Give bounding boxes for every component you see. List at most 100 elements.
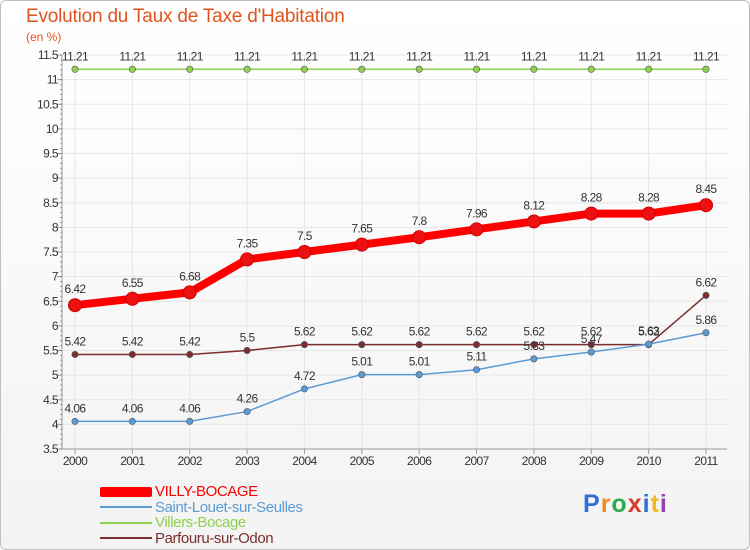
data-label: 11.21 (349, 49, 376, 63)
series (68, 198, 713, 313)
legend-swatch (100, 506, 152, 509)
data-point (358, 65, 366, 73)
data-point (125, 291, 140, 306)
data-label: 5.47 (581, 332, 603, 346)
data-point (243, 408, 251, 416)
data-label: 11.21 (521, 49, 548, 63)
data-point (182, 285, 197, 300)
data-point (645, 65, 653, 73)
data-point (300, 341, 308, 349)
data-point (300, 385, 308, 393)
legend-label: Parfouru-sur-Odon (155, 529, 274, 547)
x-tick-label: 2003 (235, 454, 260, 468)
data-point (473, 65, 481, 73)
y-tick-label: 6 (52, 319, 59, 333)
data-point (412, 230, 427, 245)
data-point (71, 350, 79, 358)
data-label: 7.65 (351, 222, 373, 236)
data-label: 11.21 (119, 49, 146, 63)
data-point (186, 417, 194, 425)
data-point (530, 65, 538, 73)
x-tick-label: 2000 (63, 454, 88, 468)
x-tick-label: 2004 (292, 454, 317, 468)
data-point (243, 65, 251, 73)
data-label: 5.11 (467, 350, 488, 364)
legend-swatch (100, 521, 152, 524)
data-label: 5.5 (240, 331, 256, 345)
data-label: 7.35 (237, 236, 259, 250)
legend-swatch (100, 537, 152, 540)
y-tick-label: 7 (52, 270, 59, 284)
data-label: 11.21 (463, 49, 490, 63)
data-point (68, 298, 82, 313)
y-tick-label: 3.5 (43, 442, 59, 456)
data-point (354, 237, 369, 252)
data-label: 5.42 (179, 334, 201, 348)
legend-label: Saint-Louet-sur-Seulles (155, 498, 303, 516)
data-label: 5.62 (409, 325, 431, 339)
series (71, 65, 710, 73)
data-label: 5.01 (351, 355, 373, 369)
axes: 3.5 4 4.5 5 5.5 6 6.5 7 7.5 8 8.5 9 9.5 10 10.5 11 11.5 2… (37, 48, 727, 468)
x-tick-label: 2011 (694, 454, 718, 468)
y-tick-label: 10 (46, 122, 59, 136)
logo-letter: P (583, 490, 601, 518)
data-label: 5.62 (638, 325, 660, 339)
data-label: 6.68 (179, 269, 201, 283)
data-point (240, 252, 255, 267)
data-point (587, 348, 595, 356)
data-label: 5.01 (409, 355, 431, 369)
logo-letter: t (650, 490, 660, 518)
x-tick-label: 2005 (350, 454, 375, 468)
data-label: 4.26 (237, 392, 259, 406)
y-tick-label: 11.5 (38, 48, 59, 62)
data-point (702, 65, 710, 73)
series-line (71, 201, 710, 310)
data-label: 5.42 (65, 334, 87, 348)
data-label: 8.28 (638, 191, 660, 205)
data-point (358, 341, 366, 349)
data-point (702, 291, 710, 299)
data-point (587, 65, 595, 73)
y-tick-label: 4.5 (43, 393, 59, 407)
data-point (243, 346, 251, 354)
logo-letter: x (627, 490, 643, 518)
data-label: 6.62 (696, 275, 718, 289)
data-label: 4.06 (179, 401, 201, 415)
data-point (415, 65, 423, 73)
data-point (587, 341, 595, 349)
data-label: 5.86 (696, 313, 718, 327)
data-point (415, 341, 423, 349)
data-point (300, 65, 308, 73)
data-label: 11.21 (291, 49, 318, 63)
logo-letter: o (611, 490, 628, 518)
data-point (473, 366, 481, 374)
legend-swatch (100, 486, 152, 497)
data-point (128, 65, 136, 73)
x-tick-label: 2007 (464, 454, 489, 468)
y-tick-label: 8.5 (43, 196, 59, 210)
y-tick-label: 11 (47, 73, 59, 87)
x-tick-label: 2006 (407, 454, 432, 468)
grid-lines (62, 54, 727, 450)
data-label: 5.42 (122, 334, 144, 348)
data-label: 5.62 (581, 325, 603, 339)
data-label: 11.21 (636, 49, 663, 63)
data-point (297, 245, 312, 259)
data-point (415, 371, 423, 379)
series (71, 291, 710, 358)
x-tick-label: 2001 (120, 454, 145, 468)
data-point (128, 417, 136, 425)
data-label: 8.28 (581, 191, 603, 205)
data-point (702, 329, 710, 337)
data-label: 4.06 (122, 401, 144, 415)
y-tick-label: 10.5 (37, 97, 59, 111)
x-tick-label: 2008 (522, 454, 547, 468)
proxiti-logo: Proxiti (583, 490, 668, 519)
data-label: 8.45 (696, 182, 718, 196)
data-labels: 11.21 11.21 11.21 11.21 11.21 11.21 11.21 11.21… (62, 49, 721, 415)
data-label: 5.62 (523, 325, 545, 339)
data-point (469, 222, 484, 237)
chart-title: Evolution du Taux de Taxe d'Habitation (26, 6, 345, 27)
